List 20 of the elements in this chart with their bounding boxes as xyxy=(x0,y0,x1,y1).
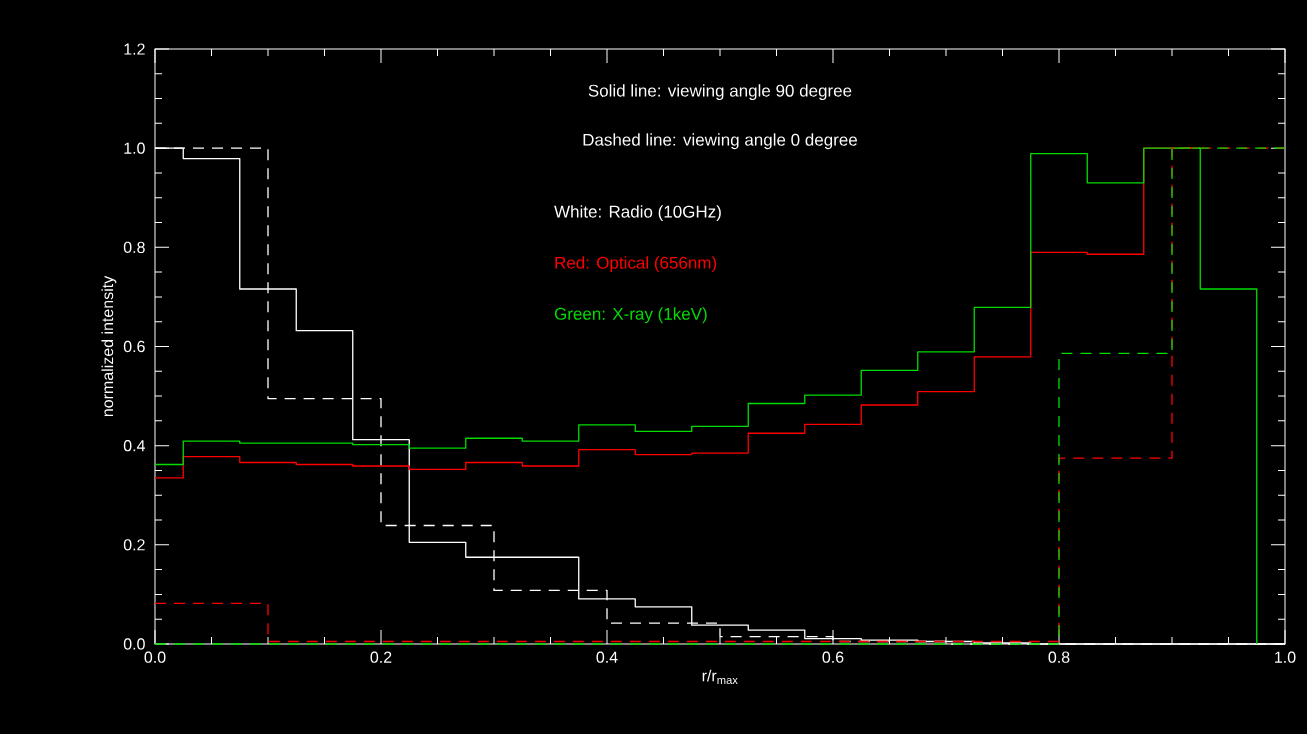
text: Green: X-ray (1keV) xyxy=(554,307,707,324)
y-tick-label: 1.0 xyxy=(124,142,145,154)
x-tick-label: 0.2 xyxy=(370,651,392,663)
y-tick-label: 0.6 xyxy=(123,340,145,353)
x-axis-title: r/r$_{max}$ xyxy=(702,669,738,685)
text: White: Radio (10GHz) xyxy=(554,205,721,222)
y-tick-label: 0.8 xyxy=(123,241,145,253)
x-tick-label: 0.8 xyxy=(1048,651,1070,663)
x-tick-label: 0.4 xyxy=(596,651,618,663)
x-tick-label: 0.0 xyxy=(144,651,166,663)
y-tick-label: 0.0 xyxy=(123,638,145,650)
x-tick-label: 0.6 xyxy=(822,651,844,663)
annotation: Dashed line: viewing angle 0 degree xyxy=(583,133,857,150)
text: Red: Optical (656nm) xyxy=(555,256,717,273)
y-axis-title: normalized intensity xyxy=(101,275,117,417)
annotation: Solid line: viewing angle 90 degree xyxy=(588,84,852,101)
y-tick-label: 0.4 xyxy=(123,440,145,452)
x-tick-label: 1.0 xyxy=(1275,651,1296,663)
y-tick-label: 0.2 xyxy=(123,539,145,551)
y-tick-label: 1.2 xyxy=(124,43,145,55)
